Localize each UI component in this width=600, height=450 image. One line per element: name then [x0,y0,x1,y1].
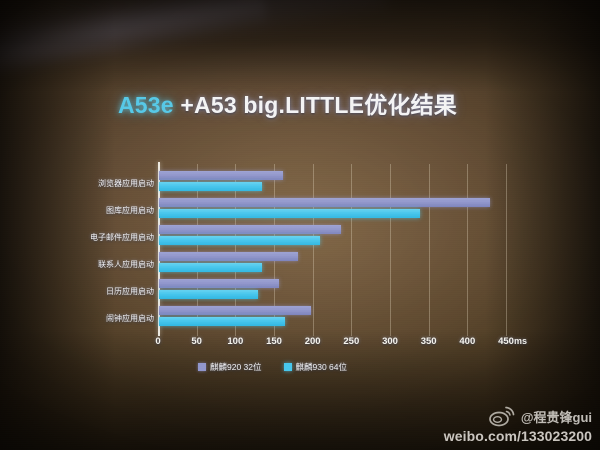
x-tick-label: 0 [155,336,161,347]
category-axis-labels: 浏览器应用启动图库应用启动电子邮件应用启动联系人应用启动日历应用启动 闹钟应用启动 [60,170,154,332]
bar-1 [159,317,286,326]
x-axis-tick-labels: ms 0 50 100 150 200 250 300 350 400 450 [155,336,527,352]
category-label: 浏览器应用启动 [98,179,154,188]
bar-0 [159,279,279,288]
slide-title-rest: +A53 big.LITTLE优化结果 [173,92,458,118]
gridline [351,164,353,336]
x-tick-label: 200 [304,336,321,347]
category-label: 电子邮件应用启动 [90,233,154,242]
gridline [196,164,198,336]
gridline [390,164,391,336]
bar-1 [159,236,320,245]
category-label: 图库应用启动 [106,206,154,215]
bar-1 [159,290,258,299]
gridline [312,164,314,336]
legend-swatch [283,363,292,371]
chart-legend: 麒麟920 32位 麒麟930 64位 [198,361,347,373]
legend-item: 麒麟930 64位 [283,361,348,373]
x-tick-label: 250 [343,336,360,347]
bar-row [158,224,506,251]
slide-title-accent: A53e [118,92,174,118]
bottom-vignette [0,330,600,450]
slide-title: A53e +A53 big.LITTLE优化结果 [118,86,457,120]
category-label: 联系人应用启动 [98,260,154,269]
bar-0 [159,225,341,234]
x-tick-label: 350 [420,336,437,347]
gridline [235,164,237,336]
x-tick-label: 50 [191,336,202,347]
bar-1 [159,209,421,218]
gridline [467,164,469,336]
bar-0 [159,171,283,180]
x-axis-unit-label: ms [514,336,528,346]
bar-chart-plot-area [158,162,507,336]
x-tick-label: 150 [266,336,282,347]
bar-row [158,278,506,305]
bar-1 [159,182,262,191]
bar-row [158,197,506,224]
bar-0 [159,252,299,261]
bar-row [158,170,506,197]
bar-rows [158,170,506,332]
bar-row [158,305,506,332]
category-label: 闹钟应用启动 [106,314,154,323]
legend-swatch [198,363,206,371]
gridlines [158,164,507,336]
bar-row [158,251,506,278]
gridline [274,164,275,336]
bar-0 [159,198,490,207]
x-tick-label: 450 [498,336,514,347]
x-tick-label: 300 [382,336,398,347]
category-label: 日历应用启动 [106,287,154,296]
legend-item: 麒麟920 32位 [198,361,262,373]
legend-label: 麒麟930 64位 [295,362,348,372]
bar-0 [159,306,312,315]
bar-1 [159,263,262,272]
gridline [428,164,430,336]
y-axis-line [158,162,160,336]
gridline [506,164,507,336]
legend-label: 麒麟920 32位 [210,362,262,372]
x-tick-label: 400 [459,336,476,347]
x-tick-label: 100 [227,336,244,347]
